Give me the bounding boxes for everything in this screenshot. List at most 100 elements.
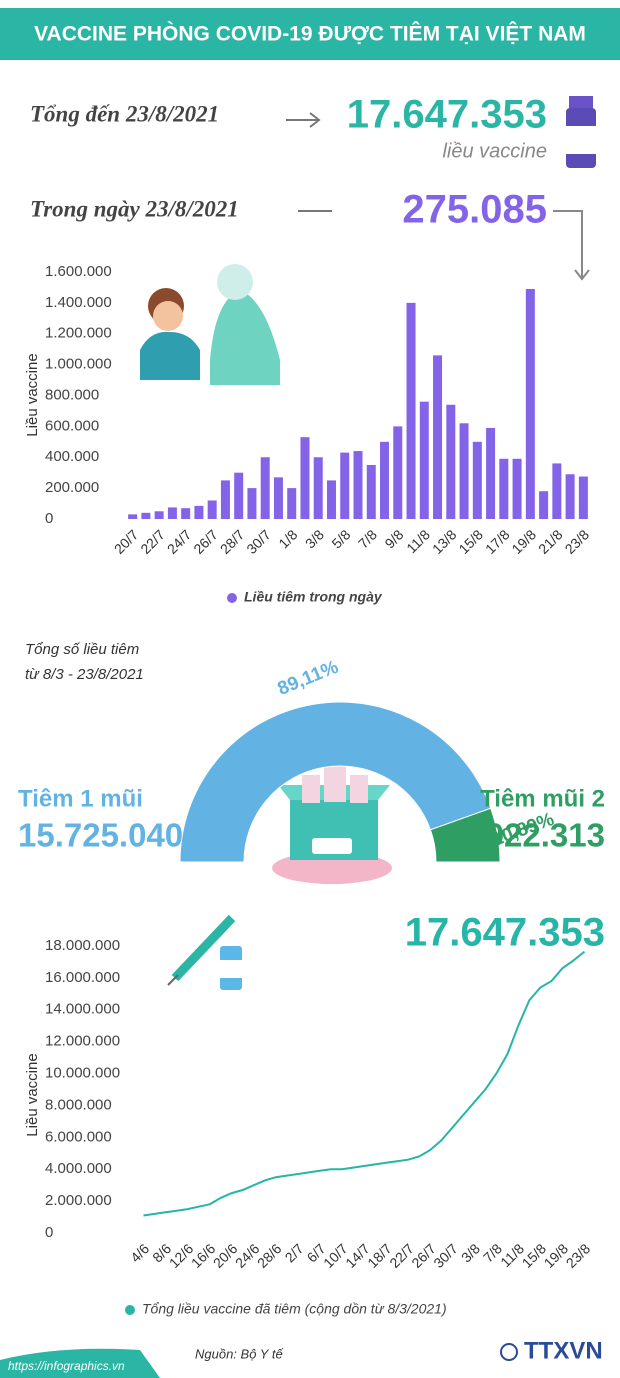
category-label: Tiêm 1 mũi xyxy=(18,785,143,812)
bar xyxy=(260,457,270,519)
x-tick-label: 23/8 xyxy=(563,1240,594,1271)
legend-marker xyxy=(125,1305,135,1315)
annotation: 17.647.353 xyxy=(405,911,605,955)
bar xyxy=(181,508,191,519)
y-axis-label: Liều vaccine xyxy=(24,353,41,436)
y-tick-label: 400.000 xyxy=(45,448,99,465)
legend-label: Liều tiêm trong ngày xyxy=(244,589,383,605)
y-tick-label: 10.000.000 xyxy=(45,1065,120,1082)
x-tick-label: 30/7 xyxy=(243,526,274,557)
x-tick-label: 4/6 xyxy=(127,1240,152,1265)
y-tick-label: 1.400.000 xyxy=(45,294,112,311)
bar xyxy=(433,355,443,519)
slice-percent: 89,11% xyxy=(275,657,342,700)
bar xyxy=(446,404,456,519)
y-tick-label: 14.000.000 xyxy=(45,1001,120,1018)
y-tick-label: 8.000.000 xyxy=(45,1096,112,1113)
arrow xyxy=(553,210,590,281)
x-tick-label: 24/7 xyxy=(164,526,195,557)
donut-slice xyxy=(429,807,501,863)
y-tick-label: 6.000.000 xyxy=(45,1128,112,1145)
day-label: Trong ngày 23/8/2021 xyxy=(30,196,239,221)
bar xyxy=(393,426,403,519)
donut-slice xyxy=(179,701,492,863)
x-tick-label: 26/7 xyxy=(190,526,221,557)
x-tick-label: 9/8 xyxy=(381,526,406,551)
bar xyxy=(459,423,469,519)
legend-label: Tổng liều vaccine đã tiêm (cộng dồn từ 8… xyxy=(142,1301,447,1317)
health-worker-illustration xyxy=(140,264,280,385)
bar xyxy=(552,463,562,519)
bar xyxy=(340,452,350,519)
x-tick-label: 30/7 xyxy=(430,1240,461,1271)
footer-logo: TTXVN xyxy=(524,1337,603,1364)
bar xyxy=(366,464,376,519)
x-tick-label: 11/8 xyxy=(403,526,433,556)
syringe-illustration xyxy=(167,914,242,990)
bar xyxy=(525,288,535,519)
dose-count: 1.922.313 xyxy=(458,817,605,854)
x-tick-label: 5/8 xyxy=(328,526,353,551)
header-band xyxy=(0,8,620,60)
x-tick-label: 13/8 xyxy=(429,526,460,557)
x-tick-label: 15/8 xyxy=(455,526,486,557)
x-tick-label: 17/8 xyxy=(482,526,513,557)
footer-url: https://infographics.vn xyxy=(8,1359,125,1373)
bar xyxy=(565,474,575,519)
donut-box-illustration xyxy=(272,766,392,884)
bar xyxy=(380,441,390,519)
copyright-icon xyxy=(500,1343,518,1361)
y-tick-label: 18.000.000 xyxy=(45,937,120,954)
title: VACCINE PHÒNG COVID-19 ĐƯỢC TIÊM TẠI VIỆ… xyxy=(34,22,586,46)
bar xyxy=(353,451,363,519)
x-tick-label: 22/7 xyxy=(137,526,168,557)
bar xyxy=(578,476,588,519)
bar xyxy=(419,401,429,519)
dose-count: 15.725.040 xyxy=(18,817,183,854)
total-unit: liều vaccine xyxy=(442,140,547,162)
category-label: Tiêm mũi 2 xyxy=(480,785,605,812)
line xyxy=(143,950,586,1217)
bar xyxy=(313,457,323,519)
y-tick-label: 1.000.000 xyxy=(45,356,112,373)
bar xyxy=(326,480,336,519)
day-value: 275.085 xyxy=(402,188,547,232)
y-tick-label: 1.600.000 xyxy=(45,263,112,280)
bar xyxy=(247,488,257,519)
bar xyxy=(300,437,310,519)
bar xyxy=(539,491,549,519)
bar xyxy=(220,480,230,519)
y-tick-label: 600.000 xyxy=(45,417,99,434)
x-tick-label: 2/7 xyxy=(282,1240,307,1265)
y-tick-label: 0 xyxy=(45,1224,53,1241)
x-tick-label: 21/8 xyxy=(535,526,566,557)
bar xyxy=(406,302,416,519)
y-tick-label: 12.000.000 xyxy=(45,1033,120,1050)
x-tick-label: 20/7 xyxy=(111,526,142,557)
bar xyxy=(486,427,496,519)
x-tick-label: 19/8 xyxy=(509,526,540,557)
bar xyxy=(234,472,244,519)
vial-icon xyxy=(566,96,596,168)
y-axis-label: Liều vaccine xyxy=(24,1053,41,1136)
y-tick-label: 800.000 xyxy=(45,386,99,403)
x-tick-label: 7/8 xyxy=(355,526,380,551)
bar xyxy=(287,488,297,519)
x-tick-label: 28/7 xyxy=(217,526,248,557)
bar xyxy=(194,505,204,519)
arrow xyxy=(286,112,321,128)
bar xyxy=(273,477,283,519)
x-tick-label: 3/8 xyxy=(458,1240,483,1265)
footer-source: Nguồn: Bộ Y tế xyxy=(195,1346,283,1361)
y-tick-label: 2.000.000 xyxy=(45,1192,112,1209)
legend-marker xyxy=(227,593,237,603)
bar xyxy=(207,500,217,519)
x-tick-label: 1/8 xyxy=(275,526,300,551)
bar xyxy=(128,514,138,519)
pie-title: Tổng số liều tiêm xyxy=(25,641,139,658)
x-tick-label: 23/8 xyxy=(562,526,593,557)
bar xyxy=(141,512,151,519)
y-tick-label: 0 xyxy=(45,510,53,527)
total-value: 17.647.353 xyxy=(347,93,547,137)
